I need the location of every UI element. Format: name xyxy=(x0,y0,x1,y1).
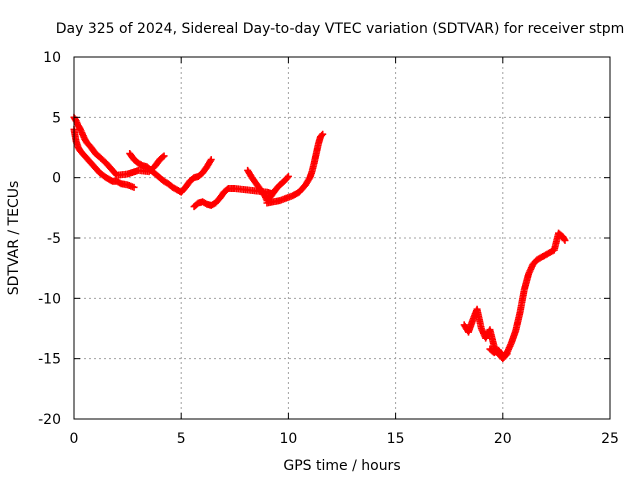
grid-layer xyxy=(74,57,610,419)
y-tick-label: 10 xyxy=(43,50,61,66)
y-axis-label: SDTVAR / TECUs xyxy=(6,181,22,296)
x-tick-label: 20 xyxy=(494,431,512,447)
series-arc-8 xyxy=(486,229,569,360)
data-point xyxy=(561,236,569,244)
x-tick-label: 5 xyxy=(177,431,186,447)
data-point xyxy=(207,156,215,164)
series-arc-3 xyxy=(126,150,215,196)
chart-title: Day 325 of 2024, Sidereal Day-to-day VTE… xyxy=(56,21,625,37)
y-tick-label: -10 xyxy=(38,291,61,307)
y-tick-label: -15 xyxy=(38,352,61,368)
series-arc-1 xyxy=(70,125,138,191)
x-tick-label: 15 xyxy=(387,431,405,447)
data-layer xyxy=(70,113,569,363)
tick-layer: 0 5 10 15 20 25 -20 -15 -10 -5 0 5 10 xyxy=(38,50,619,447)
data-point xyxy=(284,172,292,180)
data-point xyxy=(130,183,138,191)
y-tick-label: 5 xyxy=(52,110,61,126)
data-marker xyxy=(159,153,167,161)
y-tick-label: -20 xyxy=(38,412,61,428)
data-marker xyxy=(283,174,291,182)
data-point xyxy=(319,130,327,138)
data-marker xyxy=(206,157,214,165)
data-marker xyxy=(318,131,326,139)
x-tick-label: 0 xyxy=(70,431,79,447)
x-tick-label: 10 xyxy=(279,431,297,447)
y-tick-label: 0 xyxy=(52,171,61,187)
x-axis-label: GPS time / hours xyxy=(283,458,400,474)
y-tick-label: -5 xyxy=(47,231,61,247)
data-point xyxy=(160,152,168,160)
series-arc-6 xyxy=(263,130,327,207)
x-tick-label: 25 xyxy=(601,431,619,447)
